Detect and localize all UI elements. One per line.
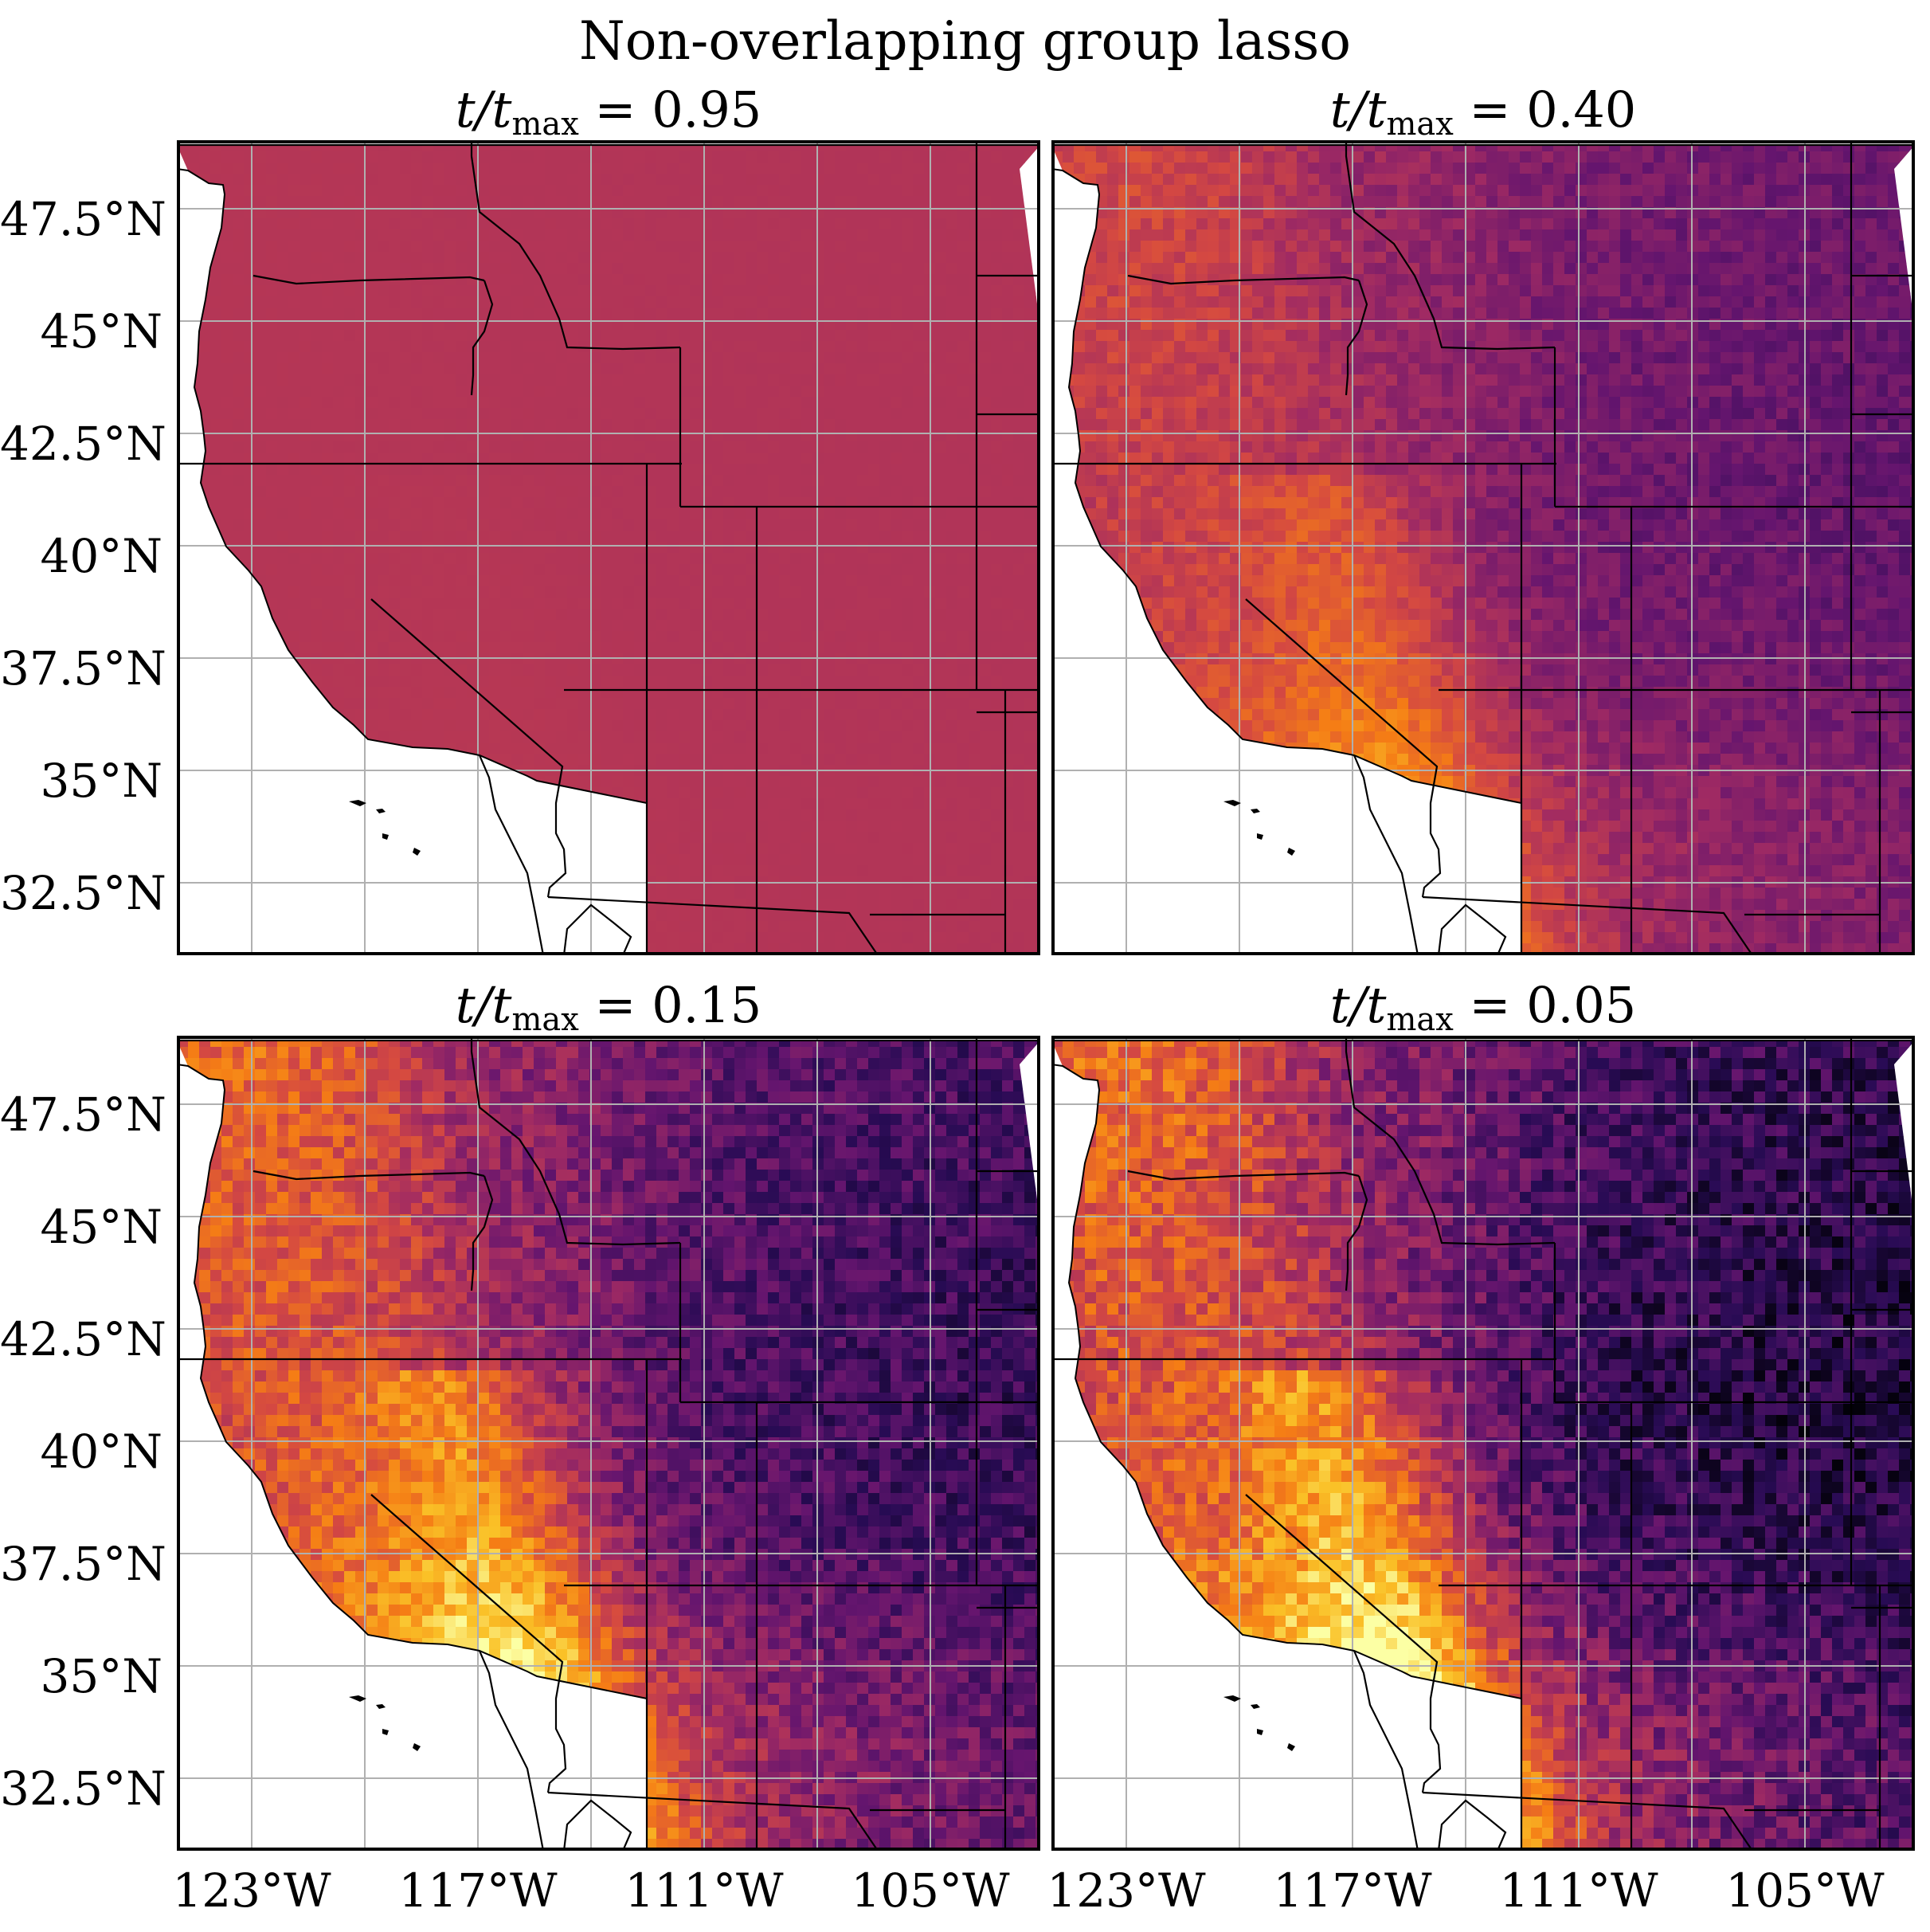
island-shape bbox=[1251, 809, 1260, 813]
island-shape bbox=[1223, 800, 1241, 806]
lat-tick-label: 40°N bbox=[0, 1428, 162, 1475]
panel-title-4: t/tmax = 0.05 bbox=[1051, 975, 1915, 1050]
state-borders bbox=[177, 1036, 1040, 1851]
lon-tick-label: 123°W bbox=[172, 1863, 331, 1918]
graticule bbox=[177, 140, 1040, 955]
lat-tick-label: 45°N bbox=[0, 1204, 162, 1250]
graticule bbox=[1051, 140, 1915, 955]
map-canvas bbox=[177, 1036, 1040, 1851]
map-panel-2 bbox=[1051, 140, 1915, 955]
map-panel-3 bbox=[177, 1036, 1040, 1851]
lon-tick-label: 111°W bbox=[1499, 1863, 1658, 1918]
island-shape bbox=[1257, 1729, 1263, 1735]
lon-tick-label: 123°W bbox=[1047, 1863, 1206, 1918]
lat-tick-label: 32.5°N bbox=[0, 1765, 166, 1812]
map-panel-4 bbox=[1051, 1036, 1915, 1851]
island-shape bbox=[376, 809, 386, 813]
lon-tick-label: 117°W bbox=[1273, 1863, 1432, 1918]
lat-tick-label: 47.5°N bbox=[0, 196, 166, 242]
island-shape bbox=[1287, 848, 1295, 856]
island-shape bbox=[1257, 833, 1263, 840]
lon-tick-label: 105°W bbox=[851, 1863, 1010, 1918]
lat-tick-label: 42.5°N bbox=[0, 421, 166, 467]
map-canvas bbox=[177, 140, 1040, 955]
graticule bbox=[1051, 1036, 1915, 1851]
lat-tick-label: 35°N bbox=[0, 1653, 162, 1699]
lon-tick-label: 111°W bbox=[624, 1863, 784, 1918]
figure-title: Non-overlapping group lasso bbox=[0, 10, 1930, 73]
lat-tick-label: 37.5°N bbox=[0, 645, 166, 692]
panel-title-2: t/tmax = 0.40 bbox=[1051, 80, 1915, 155]
panel-title-3: t/tmax = 0.15 bbox=[177, 975, 1040, 1050]
island-shape bbox=[382, 1729, 389, 1735]
island-shape bbox=[376, 1704, 386, 1709]
island-shape bbox=[413, 1743, 421, 1751]
panel-frame bbox=[1051, 140, 1915, 955]
lat-tick-label: 37.5°N bbox=[0, 1541, 166, 1587]
state-borders bbox=[1051, 140, 1915, 955]
panel-frame bbox=[177, 1036, 1040, 1851]
graticule bbox=[177, 1036, 1040, 1851]
state-borders bbox=[177, 140, 1040, 955]
lat-tick-label: 40°N bbox=[0, 533, 162, 579]
lat-tick-label: 45°N bbox=[0, 308, 162, 355]
state-borders bbox=[1051, 1036, 1915, 1851]
island-shape bbox=[1223, 1695, 1241, 1702]
lat-tick-label: 47.5°N bbox=[0, 1091, 166, 1138]
island-shape bbox=[413, 848, 421, 856]
lat-tick-label: 42.5°N bbox=[0, 1316, 166, 1362]
lat-tick-label: 32.5°N bbox=[0, 870, 166, 916]
panel-frame bbox=[177, 140, 1040, 955]
panel-frame bbox=[1051, 1036, 1915, 1851]
island-shape bbox=[1287, 1743, 1295, 1751]
map-canvas bbox=[1051, 140, 1915, 955]
lon-tick-label: 117°W bbox=[398, 1863, 558, 1918]
map-canvas bbox=[1051, 1036, 1915, 1851]
island-shape bbox=[349, 1695, 366, 1702]
panel-title-1: t/tmax = 0.95 bbox=[177, 80, 1040, 155]
map-panel-1 bbox=[177, 140, 1040, 955]
island-shape bbox=[382, 833, 389, 840]
island-shape bbox=[1251, 1704, 1260, 1709]
island-shape bbox=[349, 800, 366, 806]
lat-tick-label: 35°N bbox=[0, 758, 162, 804]
lon-tick-label: 105°W bbox=[1725, 1863, 1885, 1918]
